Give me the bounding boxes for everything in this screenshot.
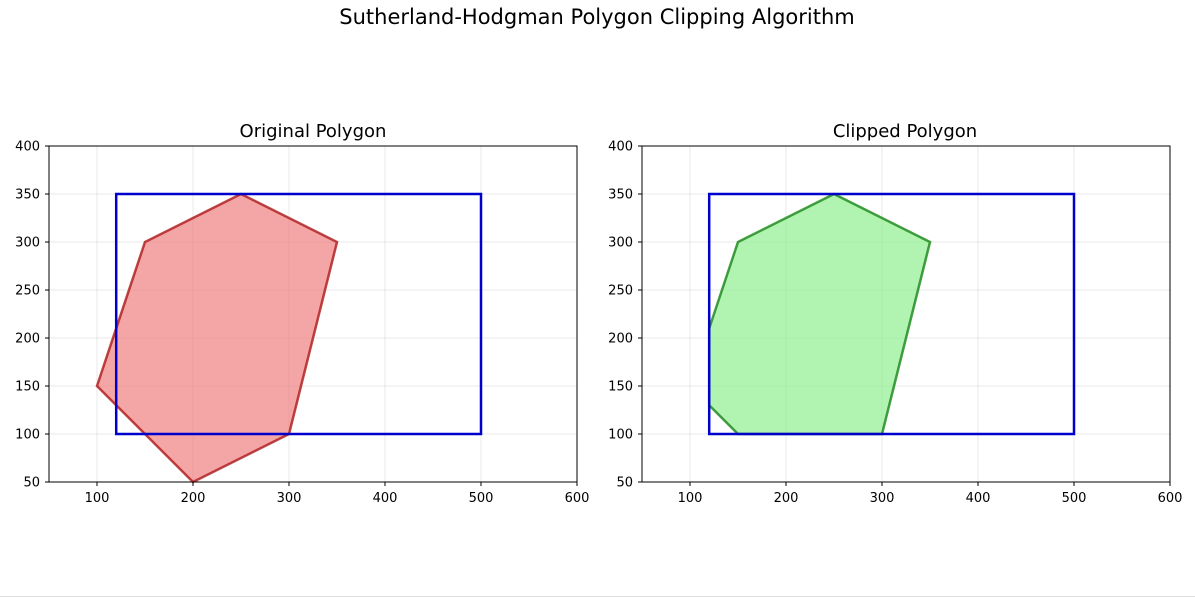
y-tick-label-original: 100 [15, 428, 40, 443]
clip-window-clipped [707, 192, 1076, 436]
y-tick-label-clipped: 350 [608, 188, 633, 203]
x-tick-label-original: 300 [277, 491, 302, 506]
axes-original: Original Polygon 100 200 300 400 500 600 50 100… [15, 121, 589, 506]
x-tick-label-clipped: 300 [870, 491, 895, 506]
axes-title-original: Original Polygon [240, 121, 387, 142]
y-tick-label-original: 150 [15, 380, 40, 395]
axes-frame-original [48, 145, 578, 483]
y-tick-label-original: 300 [15, 236, 40, 251]
y-tick-label-clipped: 200 [608, 332, 633, 347]
y-tick-label-original: 50 [23, 476, 40, 491]
x-tick-label-original: 500 [469, 491, 494, 506]
y-tick-label-original: 400 [15, 140, 40, 155]
axes-clipped: Clipped Polygon 100 200 300 400 500 600 50 100 1… [608, 121, 1182, 506]
x-tick-label-clipped: 400 [966, 491, 991, 506]
axes-title-clipped: Clipped Polygon [833, 121, 977, 142]
axes-frame-clipped [641, 145, 1171, 483]
y-tick-label-clipped: 150 [608, 380, 633, 395]
y-tick-label-clipped: 50 [616, 476, 633, 491]
polygon-original [95, 192, 339, 484]
x-tick-label-original: 100 [85, 491, 110, 506]
x-tick-label-clipped: 500 [1062, 491, 1087, 506]
x-tick-label-original: 600 [565, 491, 590, 506]
y-tick-label-original: 350 [15, 188, 40, 203]
y-tick-label-original: 250 [15, 284, 40, 299]
clip-window-original [114, 192, 483, 436]
x-tick-label-original: 200 [181, 491, 206, 506]
figure-title: Sutherland-Hodgman Polygon Clipping Algo… [339, 5, 854, 29]
y-tick-label-clipped: 250 [608, 284, 633, 299]
y-tick-label-clipped: 300 [608, 236, 633, 251]
x-tick-label-original: 400 [373, 491, 398, 506]
y-tick-label-clipped: 400 [608, 140, 633, 155]
x-tick-label-clipped: 600 [1158, 491, 1183, 506]
x-tick-label-clipped: 200 [774, 491, 799, 506]
x-tick-label-clipped: 100 [678, 491, 703, 506]
polygon-clipped [707, 192, 932, 436]
y-tick-label-clipped: 100 [608, 428, 633, 443]
y-tick-label-original: 200 [15, 332, 40, 347]
